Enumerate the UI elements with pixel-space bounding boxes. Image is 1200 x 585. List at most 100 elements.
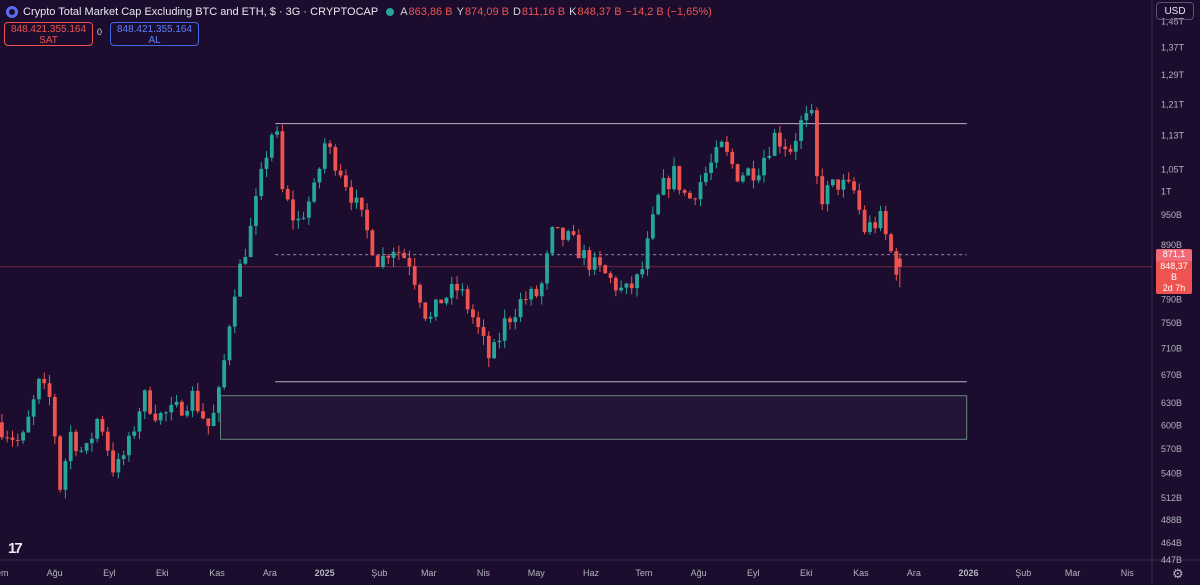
candle-body [433, 299, 438, 317]
candle-body [95, 419, 100, 439]
y-tick-label: 1,05T [1161, 164, 1185, 174]
candle-body [481, 327, 486, 336]
y-tick-label: 1,13T [1161, 131, 1185, 141]
candle-body [545, 253, 549, 284]
candle-body [211, 412, 216, 427]
candle-body [179, 401, 184, 416]
candle-body [63, 461, 68, 490]
candle-body [418, 284, 422, 303]
y-tick-label: 447B [1161, 555, 1182, 565]
bar-countdown: 2d 7h [1162, 282, 1186, 293]
candle-body [52, 396, 57, 437]
tradingview-logo-icon[interactable]: 17 [8, 540, 23, 557]
candle-body [751, 168, 756, 181]
y-tick-label: 512B [1161, 493, 1182, 503]
candle-body [105, 431, 110, 451]
candle-body [894, 251, 899, 275]
current-price-label: 848,37 B 2d 7h [1156, 260, 1192, 294]
candle-body [142, 390, 147, 412]
candle-body [465, 289, 470, 310]
candle-body [534, 288, 539, 297]
candle-body [121, 455, 126, 459]
x-tick-label: 2025 [315, 568, 335, 578]
candle-body [455, 283, 459, 291]
candle-body [698, 182, 703, 200]
candle-body [132, 431, 137, 436]
candle-body [164, 412, 168, 414]
x-tick-label: Mar [421, 568, 437, 578]
candle-body [148, 390, 153, 414]
candle-body [635, 274, 639, 289]
settings-gear-icon[interactable]: ⚙ [1172, 566, 1184, 581]
support-zone [220, 395, 968, 440]
x-tick-label: Tem [635, 568, 652, 578]
candle-body [5, 437, 10, 439]
candle-body [788, 149, 793, 152]
sell-button[interactable]: 848.421.355.164 SAT [4, 22, 93, 46]
candle-body [74, 431, 78, 452]
candle-body [153, 413, 158, 421]
y-tick-label: 950B [1161, 210, 1182, 220]
y-tick-label: 600B [1161, 420, 1182, 430]
buy-label: AL [148, 35, 161, 46]
candle-body [222, 360, 227, 388]
candle-body [613, 277, 618, 291]
candle-body [396, 251, 401, 253]
y-tick-label: 488B [1161, 515, 1182, 525]
candle-body [269, 134, 274, 158]
candle-body [709, 162, 714, 173]
candle-body [608, 273, 613, 278]
candle-body [402, 252, 407, 259]
y-tick-label: 710B [1161, 343, 1182, 353]
candle-body [883, 210, 888, 235]
candle-body [756, 175, 761, 181]
candle-body [0, 422, 4, 438]
candle-body [296, 218, 301, 221]
candle-body [725, 141, 729, 152]
candle-body [857, 190, 862, 210]
candle-body [190, 390, 195, 411]
candle-body [719, 141, 724, 148]
candle-body [370, 230, 375, 256]
candle-body [645, 238, 650, 270]
candle-body [867, 222, 872, 233]
candle-body [15, 439, 20, 441]
candle-body [846, 179, 851, 182]
candle-body [158, 413, 163, 421]
candle-body [26, 416, 31, 433]
candle-body [825, 185, 830, 205]
candle-body [47, 383, 52, 397]
x-tick-label: Ağu [47, 568, 63, 578]
candle-body [338, 170, 343, 176]
symbol-title[interactable]: Crypto Total Market Cap Excluding BTC an… [23, 6, 379, 18]
ohlc-close: K848,37 B [569, 6, 622, 18]
candle-body [539, 283, 544, 297]
x-tick-label: Ağu [691, 568, 707, 578]
candle-body [523, 299, 528, 301]
candle-body [116, 458, 121, 473]
x-tick-label: 2026 [959, 568, 979, 578]
candle-body [672, 166, 676, 190]
candle-body [730, 151, 735, 165]
x-tick-label: Mar [1065, 568, 1081, 578]
x-tick-label: Kas [209, 568, 225, 578]
y-tick-label: 1,37T [1161, 43, 1185, 53]
candle-body [592, 257, 597, 270]
candle-body [571, 231, 576, 235]
buy-button[interactable]: 848.421.355.164 AL [110, 22, 199, 46]
candle-body [42, 378, 47, 384]
candle-body [836, 179, 841, 190]
candle-body [216, 387, 221, 413]
x-tick-label: Ara [263, 568, 277, 578]
y-tick-label: 570B [1161, 444, 1182, 454]
candle-body [502, 318, 507, 341]
sell-label: SAT [39, 35, 58, 46]
currency-selector[interactable]: USD [1156, 2, 1194, 20]
candle-body [677, 166, 682, 191]
candle-body [317, 168, 322, 183]
candle-body [566, 231, 571, 240]
candle-body [529, 288, 534, 300]
candle-body [598, 257, 602, 266]
y-tick-label: 1,45T [1161, 17, 1185, 27]
